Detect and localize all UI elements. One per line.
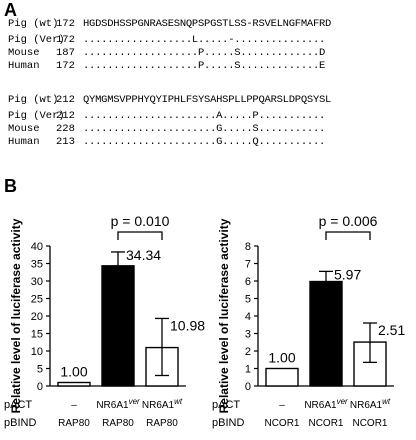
bar: [101, 265, 135, 387]
sequence-text: HGDSDHSSPGNRASESNQPSPGSTLSS-RSVELNGFMAFR…: [83, 18, 332, 30]
residue-start: 172: [56, 60, 75, 72]
y-tick-label: 40: [31, 241, 43, 253]
y-tick-label: 0: [245, 381, 251, 393]
sequence-text: ...................P.....S.............D: [83, 47, 326, 59]
y-tick-label: 0: [37, 381, 43, 393]
pbind-label: RAP80: [102, 418, 134, 429]
species-label: Mouse: [8, 47, 40, 59]
pact-label: NR6A1ver: [96, 397, 140, 412]
residue-start: 228: [56, 123, 75, 135]
pact-label: NR6A1wt: [142, 397, 183, 412]
y-tick-label: 15: [31, 329, 43, 341]
pbind-label: NCOR1: [264, 418, 299, 429]
luciferase-chart-ncor1: 0 1 2 3 4 5 6 7 8 Relative level of luciferase ac…: [212, 213, 405, 429]
pact-row-label: pACT: [4, 399, 32, 411]
sequence-text: ..................L.....-...............: [83, 34, 326, 46]
species-label: Mouse: [8, 123, 40, 135]
y-tick-label: 25: [31, 294, 43, 306]
residue-start: 212: [56, 110, 75, 122]
species-label: Pig (wt): [8, 18, 59, 30]
pact-row-label: pACT: [212, 399, 240, 411]
p-value-label: p = 0.006: [319, 213, 378, 229]
y-tick-label: 35: [31, 259, 43, 271]
species-label: Pig (Ver): [8, 34, 65, 46]
panel-a-label: A: [4, 0, 17, 20]
y-tick-label: 20: [31, 311, 43, 323]
residue-start: 172: [56, 18, 75, 30]
species-label: Pig (wt): [8, 94, 59, 106]
y-axis-label: Relative level of luciferase activity: [9, 218, 23, 413]
value-label: 2.51: [378, 322, 405, 338]
y-tick-label: 30: [31, 276, 43, 288]
pact-label: –: [279, 400, 285, 411]
y-tick-label: 5: [245, 294, 251, 306]
pbind-label: RAP80: [146, 418, 178, 429]
y-tick-label: 5: [37, 364, 43, 376]
value-label: 5.97: [334, 266, 361, 282]
value-label: 1.00: [268, 350, 295, 366]
residue-start: 212: [56, 94, 75, 106]
sequence-text: ......................A.....P...........: [83, 110, 326, 122]
sequence-text: ...................P.....S.............E: [83, 60, 326, 72]
bar: [57, 381, 91, 387]
significance-bracket: [325, 231, 371, 240]
value-label: 10.98: [170, 317, 205, 333]
bar: [265, 367, 299, 387]
value-label: 34.34: [126, 247, 161, 263]
pact-label: NR6A1ver: [304, 397, 348, 412]
residue-start: 187: [56, 47, 75, 59]
y-tick-label: 2: [245, 346, 251, 358]
p-value-label: p = 0.010: [111, 213, 170, 229]
pbind-row-label: pBIND: [212, 417, 244, 429]
value-label: 1.00: [60, 364, 87, 380]
sequence-text: ......................G.....Q...........: [83, 136, 326, 148]
y-tick-label: 7: [245, 259, 251, 271]
residue-start: 213: [56, 136, 75, 148]
sequence-text: ......................G.....S...........: [83, 123, 326, 135]
sequence-text: QYMGMSVPPHYQYIPHLFSYSAHSPLLPPQARSLDPQSYS…: [83, 94, 332, 106]
y-tick-label: 4: [245, 311, 251, 323]
y-tick-label: 6: [245, 276, 251, 288]
residue-start: 172: [56, 34, 75, 46]
y-tick-label: 3: [245, 329, 251, 341]
pact-label: –: [71, 400, 77, 411]
y-axis-label: Relative level of luciferase activity: [217, 218, 231, 413]
panel-b-label: B: [4, 176, 17, 196]
pbind-label: RAP80: [58, 418, 90, 429]
pact-label: NR6A1wt: [350, 397, 391, 412]
pbind-label: NCOR1: [308, 418, 343, 429]
y-tick-label: 1: [245, 364, 251, 376]
pbind-label: NCOR1: [352, 418, 387, 429]
bar: [309, 280, 343, 387]
significance-bracket: [117, 231, 163, 240]
y-tick-label: 10: [31, 346, 43, 358]
pbind-row-label: pBIND: [4, 417, 36, 429]
species-label: Pig (Ver): [8, 110, 65, 122]
y-tick-label: 8: [245, 241, 251, 253]
luciferase-chart-rap80: 0 5 10 15 20 25 30 35 40 Relative level of lucife…: [4, 213, 205, 429]
species-label: Human: [8, 60, 40, 72]
species-label: Human: [8, 136, 40, 148]
